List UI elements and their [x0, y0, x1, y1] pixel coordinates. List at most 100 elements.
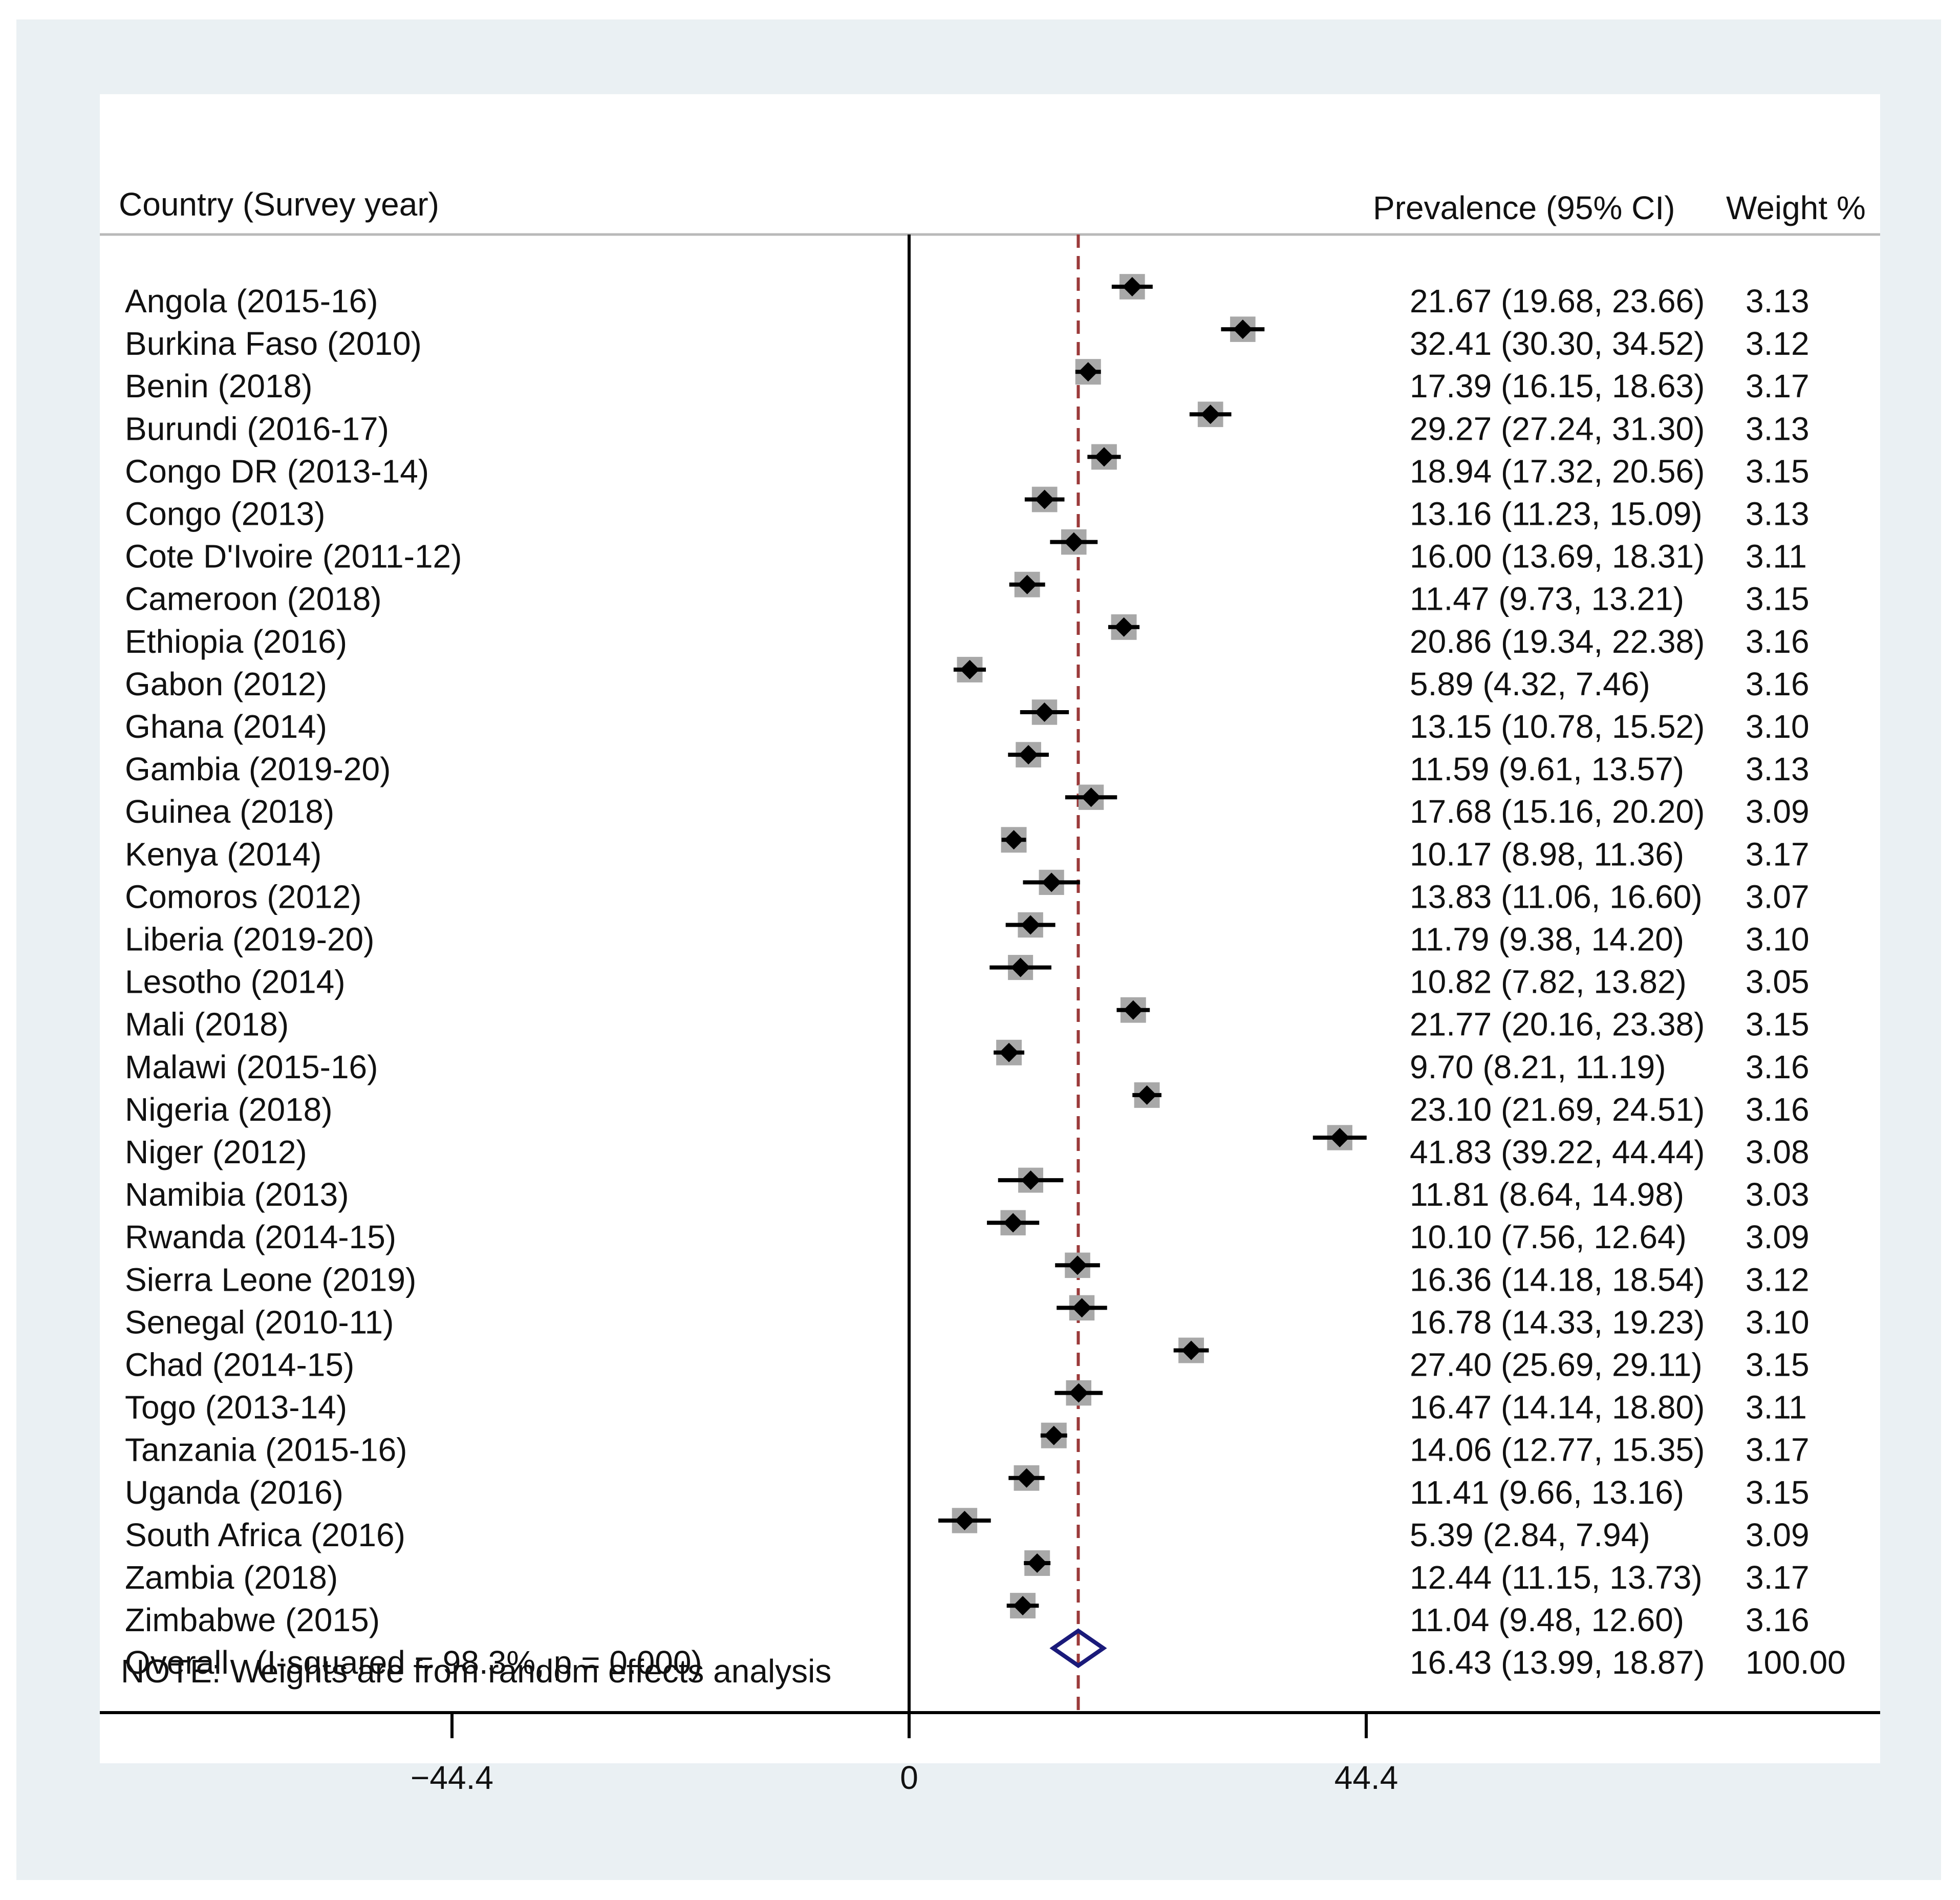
weight-label: 3.15 [1746, 1347, 1810, 1383]
weight-label: 3.05 [1746, 964, 1810, 1000]
estimate-ci-label: 11.04 (9.48, 12.60) [1410, 1602, 1684, 1638]
study-label: Senegal (2010-11) [125, 1304, 394, 1340]
study-row: Mali (2018) 21.77 (20.16, 23.38) 3.15 [125, 997, 1810, 1043]
point-estimate-marker [1137, 1085, 1157, 1105]
study-row: Comoros (2012) 13.83 (11.06, 16.60) 3.07 [125, 869, 1810, 915]
estimate-ci-label: 32.41 (30.30, 34.52) [1410, 325, 1705, 362]
estimate-ci-label: 11.41 (9.66, 13.16) [1410, 1474, 1684, 1511]
estimate-ci-label: 16.36 (14.18, 18.54) [1410, 1261, 1705, 1298]
study-row: Ghana (2014) 13.15 (10.78, 15.52) 3.10 [125, 699, 1810, 745]
header-weight-label: Weight % [1726, 189, 1866, 226]
point-estimate-marker [1072, 1298, 1092, 1318]
study-row: Congo DR (2013-14) 18.94 (17.32, 20.56) 3.… [125, 444, 1810, 489]
study-row: Sierra Leone (2019) 16.36 (14.18, 18.54) 3… [125, 1252, 1810, 1298]
weight-label: 3.03 [1746, 1176, 1810, 1213]
x-tick-label: −44.4 [411, 1759, 493, 1796]
study-row: Uganda (2016) 11.41 (9.66, 13.16) 3.15 [125, 1465, 1810, 1511]
point-estimate-marker [1123, 1000, 1143, 1020]
estimate-ci-label: 5.89 (4.32, 7.46) [1410, 666, 1650, 702]
study-row: Zimbabwe (2015) 11.04 (9.48, 12.60) 3.16 [125, 1593, 1810, 1638]
study-label: Gabon (2012) [125, 666, 327, 702]
point-estimate-marker [1021, 1170, 1041, 1190]
weight-label: 3.13 [1746, 410, 1810, 447]
estimate-ci-label: 29.27 (27.24, 31.30) [1410, 410, 1705, 447]
study-label: Congo (2013) [125, 496, 325, 532]
footnote: NOTE: Weights are from random effects an… [121, 1653, 831, 1690]
overall-weight-label: 100.00 [1746, 1644, 1846, 1681]
weight-label: 3.17 [1746, 1559, 1810, 1596]
point-estimate-marker [1010, 957, 1030, 977]
point-estimate-marker [1069, 1383, 1089, 1403]
weight-label: 3.07 [1746, 878, 1810, 915]
weight-label: 3.08 [1746, 1134, 1810, 1170]
study-label: Nigeria (2018) [125, 1091, 333, 1128]
study-row: Gambia (2019-20) 11.59 (9.61, 13.57) 3.13 [125, 742, 1810, 787]
weight-label: 3.12 [1746, 1261, 1810, 1298]
point-estimate-marker [1019, 745, 1039, 765]
estimate-ci-label: 13.16 (11.23, 15.09) [1410, 496, 1703, 532]
study-label: Liberia (2019-20) [125, 921, 374, 958]
point-estimate-marker [1003, 1213, 1023, 1233]
study-label: Burundi (2016-17) [125, 410, 389, 447]
study-label: Namibia (2013) [125, 1176, 349, 1213]
overall-diamond [1049, 1628, 1107, 1669]
overall-estimate-ci-label: 16.43 (13.99, 18.87) [1410, 1644, 1705, 1681]
study-row: Gabon (2012) 5.89 (4.32, 7.46) 3.16 [125, 656, 1810, 702]
point-estimate-marker [960, 659, 980, 679]
point-estimate-marker [1233, 319, 1253, 339]
study-label: Burkina Faso (2010) [125, 325, 422, 362]
study-row: Malawi (2015-16) 9.70 (8.21, 11.19) 3.16 [125, 1039, 1810, 1085]
estimate-ci-label: 21.67 (19.68, 23.66) [1410, 283, 1705, 319]
study-row: Burundi (2016-17) 29.27 (27.24, 31.30) 3.1… [125, 401, 1810, 447]
estimate-ci-label: 10.17 (8.98, 11.36) [1410, 836, 1684, 872]
study-row: South Africa (2016) 5.39 (2.84, 7.94) 3.09 [125, 1508, 1810, 1553]
x-tick-label: 44.4 [1334, 1759, 1398, 1796]
estimate-ci-label: 13.15 (10.78, 15.52) [1410, 708, 1705, 745]
study-row: Nigeria (2018) 23.10 (21.69, 24.51) 3.16 [125, 1082, 1810, 1128]
study-row: Guinea (2018) 17.68 (15.16, 20.20) 3.09 [125, 784, 1810, 830]
study-row: Togo (2013-14) 16.47 (14.14, 18.80) 3.11 [125, 1380, 1807, 1426]
overall-label: Overall (I-squared = 98.3%, p = 0.000) [125, 1644, 702, 1681]
study-label: Mali (2018) [125, 1006, 289, 1043]
point-estimate-marker [1114, 617, 1134, 637]
study-row: Benin (2018) 17.39 (16.15, 18.63) 3.17 [125, 359, 1810, 404]
study-row: Niger (2012) 41.83 (39.22, 44.44) 3.08 [125, 1125, 1810, 1170]
weight-label: 3.13 [1746, 283, 1810, 319]
estimate-ci-label: 16.47 (14.14, 18.80) [1410, 1389, 1705, 1426]
estimate-ci-label: 11.79 (9.38, 14.20) [1410, 921, 1684, 958]
study-label: Angola (2015-16) [125, 283, 378, 319]
study-label: Rwanda (2014-15) [125, 1219, 396, 1255]
study-row: Liberia (2019-20) 11.79 (9.38, 14.20) 3.10 [125, 912, 1810, 958]
weight-label: 3.16 [1746, 1049, 1810, 1085]
study-label: Zimbabwe (2015) [125, 1602, 380, 1638]
estimate-ci-label: 12.44 (11.15, 13.73) [1410, 1559, 1703, 1596]
point-estimate-marker [1017, 1468, 1037, 1488]
estimate-ci-label: 20.86 (19.34, 22.38) [1410, 623, 1705, 660]
estimate-ci-label: 17.39 (16.15, 18.63) [1410, 368, 1705, 404]
point-estimate-marker [1068, 1255, 1088, 1275]
weight-label: 3.09 [1746, 793, 1810, 830]
study-row: Senegal (2010-11) 16.78 (14.33, 19.23) 3.1… [125, 1295, 1810, 1340]
weight-label: 3.15 [1746, 1474, 1810, 1511]
weight-label: 3.10 [1746, 708, 1810, 745]
point-estimate-marker [955, 1510, 975, 1530]
point-estimate-marker [1330, 1128, 1350, 1147]
study-label: Chad (2014-15) [125, 1347, 354, 1383]
study-label: Cote D'Ivoire (2011-12) [125, 538, 462, 575]
weight-label: 3.13 [1746, 751, 1810, 787]
point-estimate-marker [1064, 532, 1084, 552]
study-label: Benin (2018) [125, 368, 312, 404]
study-label: Gambia (2019-20) [125, 751, 391, 787]
study-label: Ethiopia (2016) [125, 623, 347, 660]
weight-label: 3.17 [1746, 836, 1810, 872]
point-estimate-marker [999, 1042, 1019, 1062]
estimate-ci-label: 17.68 (15.16, 20.20) [1410, 793, 1705, 830]
weight-label: 3.09 [1746, 1517, 1810, 1553]
weight-label: 3.16 [1746, 623, 1810, 660]
estimate-ci-label: 23.10 (21.69, 24.51) [1410, 1091, 1705, 1128]
estimate-ci-label: 21.77 (20.16, 23.38) [1410, 1006, 1705, 1043]
estimate-ci-label: 16.00 (13.69, 18.31) [1410, 538, 1705, 575]
study-row: Chad (2014-15) 27.40 (25.69, 29.11) 3.15 [125, 1337, 1810, 1383]
forest-plot: Country (Survey year) Prevalence (95% CI… [100, 94, 1880, 1796]
estimate-ci-label: 27.40 (25.69, 29.11) [1410, 1347, 1703, 1383]
